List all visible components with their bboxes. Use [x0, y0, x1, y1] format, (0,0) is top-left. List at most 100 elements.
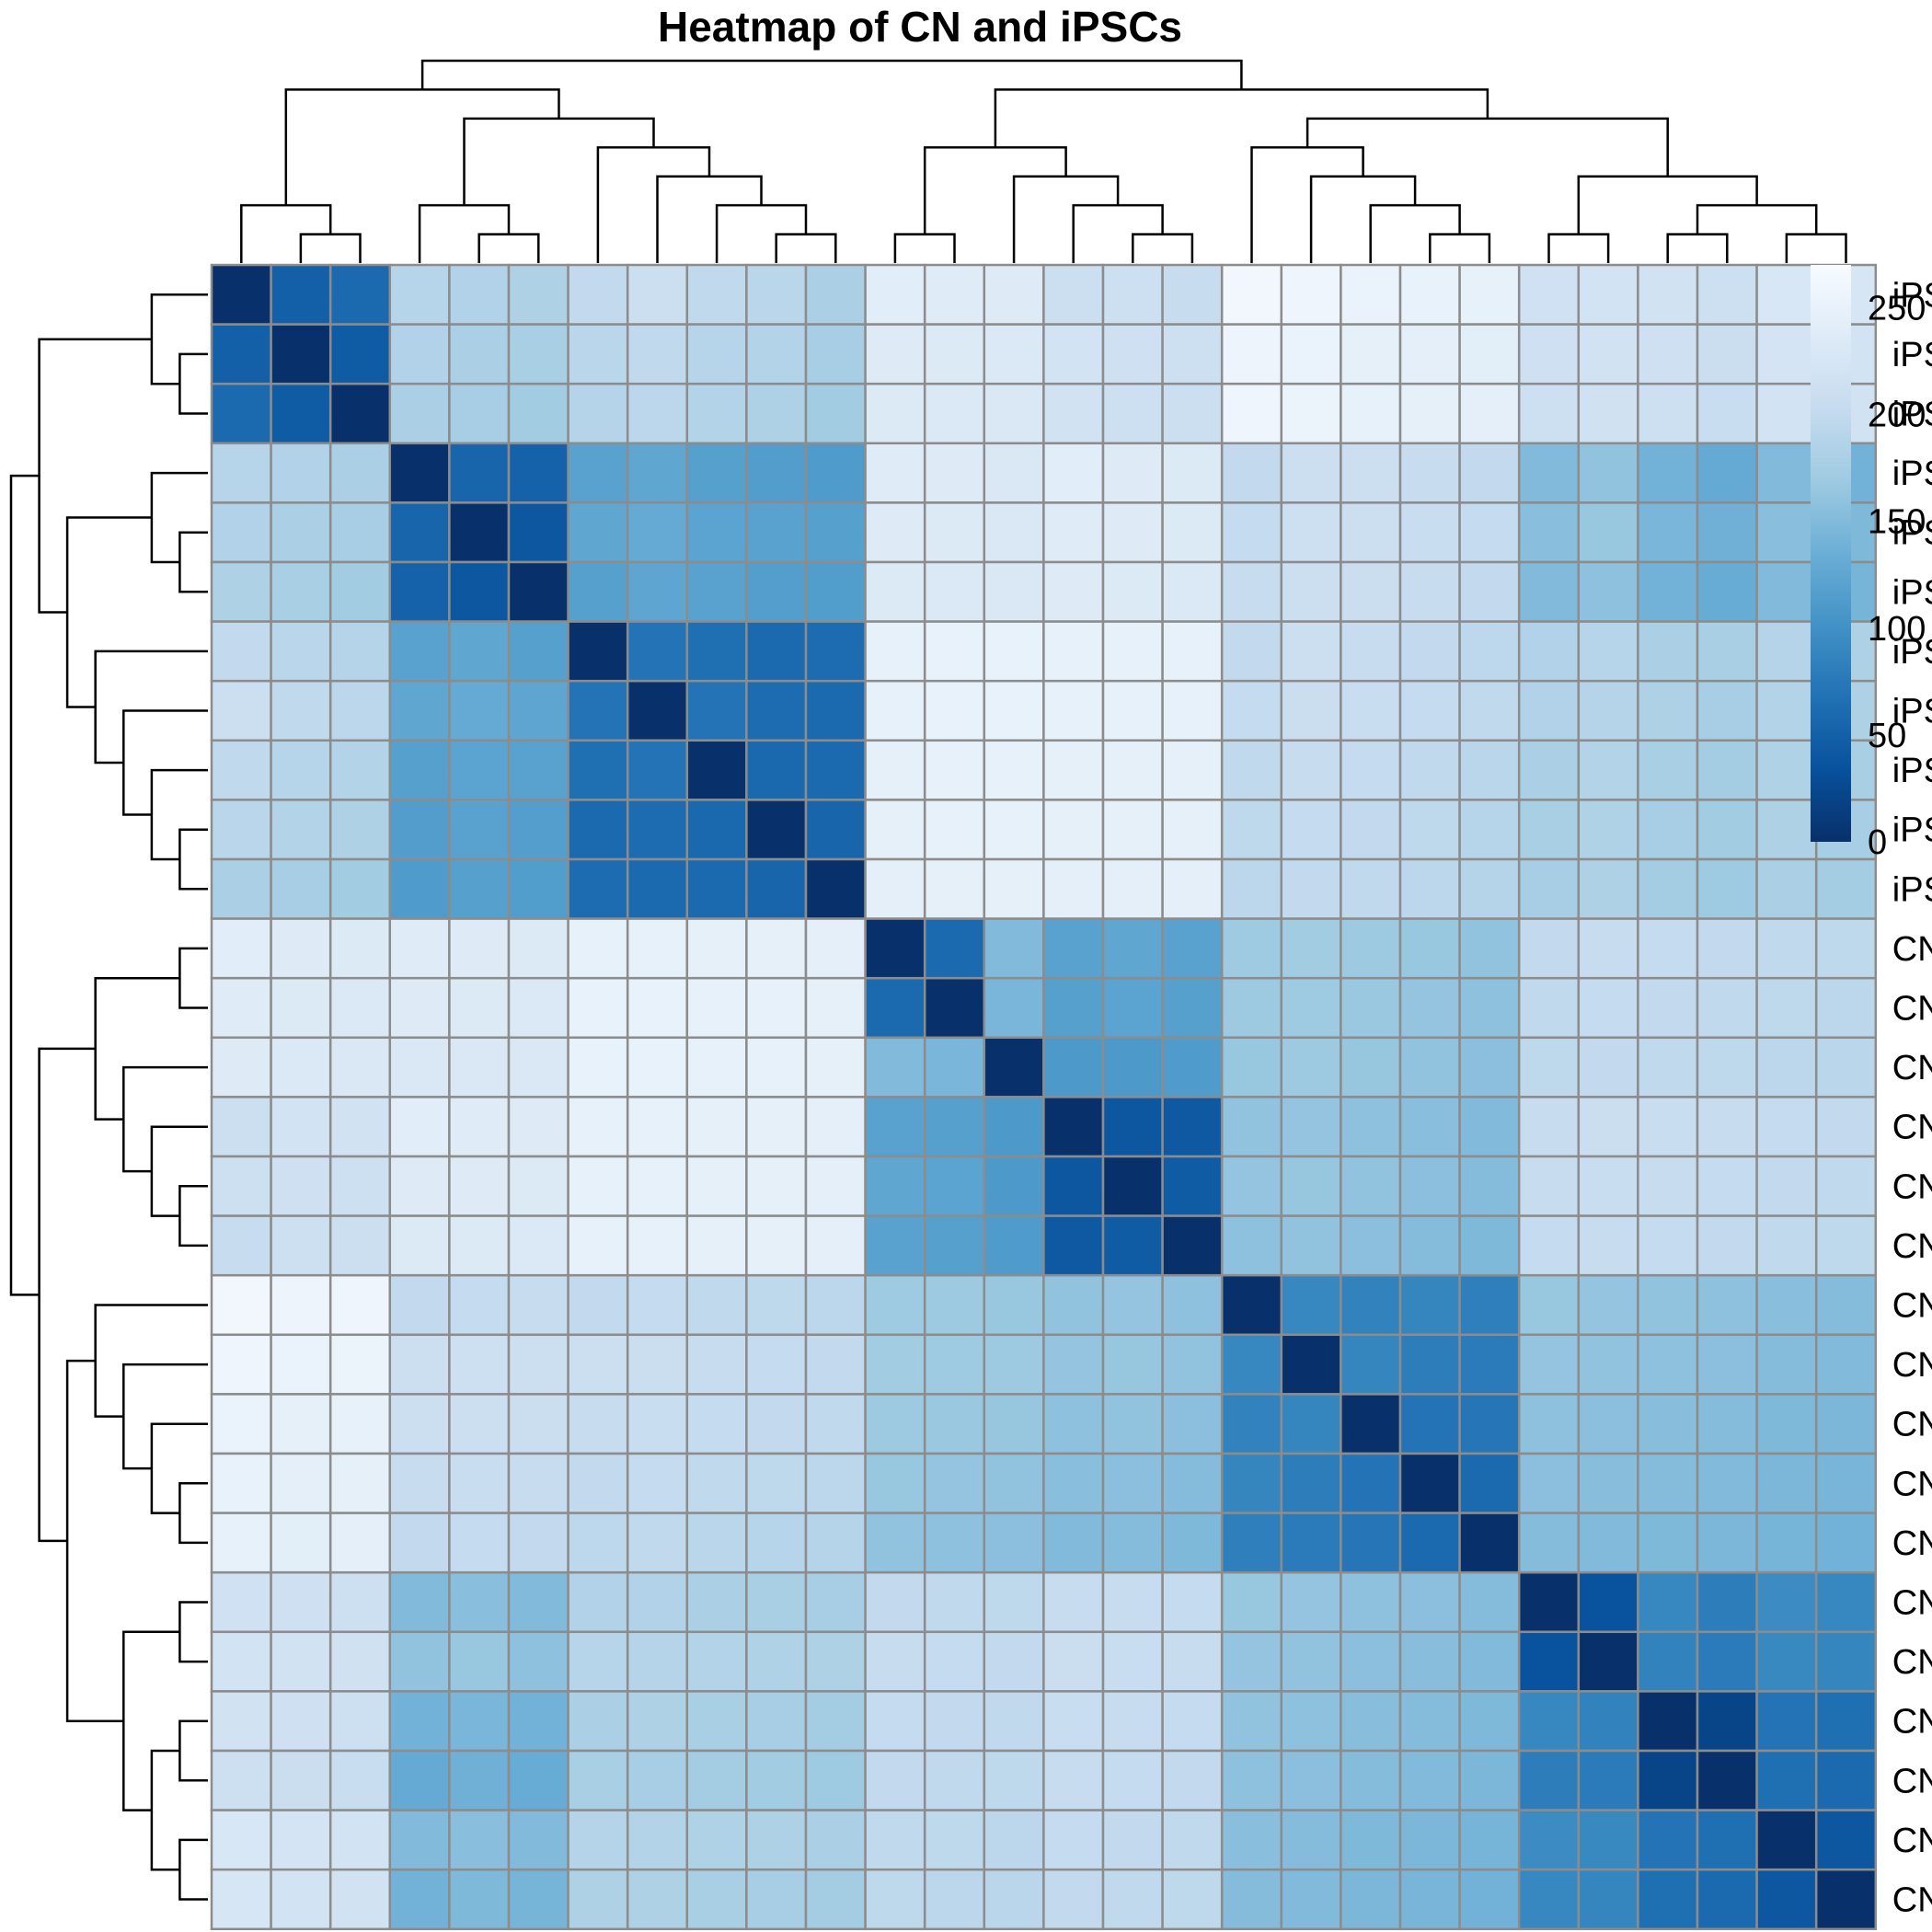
heatmap-cell: [804, 501, 867, 564]
heatmap-cell: [1101, 1690, 1164, 1753]
heatmap-cell: [1458, 263, 1521, 326]
heatmap-cell: [1340, 1393, 1402, 1455]
heatmap-cell: [1755, 263, 1818, 326]
heatmap-cell: [1577, 917, 1639, 980]
heatmap-cell: [626, 1333, 689, 1396]
heatmap-cell: [1517, 857, 1581, 920]
heatmap-cell: [328, 1452, 392, 1514]
heatmap-cell: [270, 1690, 332, 1753]
heatmap-cell: [983, 323, 1045, 385]
heatmap-cell: [567, 501, 629, 564]
heatmap-cell: [1577, 1690, 1639, 1753]
heatmap-cell: [1814, 1273, 1878, 1337]
heatmap-cell: [864, 1214, 926, 1277]
heatmap-cell: [1101, 976, 1164, 1040]
heatmap-cell: [1042, 1809, 1105, 1871]
heatmap-cell: [983, 739, 1045, 801]
heatmap-cell: [1220, 442, 1283, 504]
heatmap-cell: [1577, 976, 1639, 1040]
heatmap-cell: [328, 739, 392, 801]
heatmap-cell: [1577, 1809, 1639, 1871]
heatmap-cell: [1755, 1512, 1818, 1574]
heatmap-cell: [685, 1630, 748, 1693]
heatmap-cell: [1517, 501, 1581, 564]
heatmap-cell: [804, 739, 867, 801]
heatmap-cell: [210, 560, 272, 623]
heatmap-cell: [1220, 1570, 1283, 1634]
heatmap-cell: [864, 1452, 926, 1514]
row-label: iPSC: [1892, 870, 1932, 909]
heatmap-cell: [1577, 1273, 1639, 1337]
heatmap-cell: [1161, 1570, 1224, 1634]
heatmap-cell: [1101, 799, 1164, 861]
heatmap-cell: [1042, 1512, 1105, 1574]
heatmap-cell: [567, 1570, 629, 1634]
heatmap-cell: [1340, 1690, 1402, 1753]
heatmap-cell: [1577, 1096, 1639, 1158]
heatmap-cell: [745, 917, 808, 980]
heatmap-cell: [1696, 1096, 1758, 1158]
heatmap-cell: [1696, 1155, 1758, 1217]
heatmap-cell: [1220, 799, 1283, 861]
heatmap-cell: [1101, 679, 1164, 742]
heatmap-cell: [270, 976, 332, 1040]
heatmap-cell: [448, 1333, 511, 1396]
heatmap-cell: [804, 679, 867, 742]
heatmap-cell: [1220, 263, 1283, 326]
heatmap-cell: [1517, 1570, 1581, 1634]
heatmap-cell: [685, 1512, 748, 1574]
heatmap-cell: [1220, 323, 1283, 385]
heatmap-cell: [923, 1570, 986, 1634]
heatmap-cell: [745, 1749, 808, 1811]
heatmap-cell: [1696, 1273, 1758, 1337]
heatmap-cell: [448, 1749, 511, 1811]
heatmap-cell: [210, 1333, 272, 1396]
heatmap-cell: [685, 560, 748, 623]
heatmap-cell: [1577, 442, 1639, 504]
heatmap-cell: [1637, 1214, 1699, 1277]
heatmap-cell: [626, 323, 689, 385]
heatmap-cell: [923, 442, 986, 504]
heatmap-cell: [448, 1393, 511, 1455]
heatmap-cell: [1814, 1749, 1878, 1811]
heatmap-cell: [745, 1155, 808, 1217]
heatmap-cell: [328, 1512, 392, 1574]
heatmap-cell: [1577, 560, 1639, 623]
heatmap-cell: [388, 382, 451, 445]
heatmap-cell: [1101, 1868, 1164, 1931]
heatmap-cell: [923, 799, 986, 861]
heatmap-cell: [983, 1333, 1045, 1396]
heatmap-cell: [567, 1273, 629, 1337]
heatmap-cell: [864, 1273, 926, 1337]
heatmap-cell: [388, 857, 451, 920]
heatmap-cell: [448, 501, 511, 564]
heatmap-cell: [1398, 976, 1461, 1040]
heatmap-cell: [1280, 560, 1342, 623]
heatmap-cell: [270, 1570, 332, 1634]
heatmap-cell: [983, 1630, 1045, 1693]
heatmap-cell: [1458, 1333, 1521, 1396]
heatmap-cell: [745, 560, 808, 623]
heatmap-cell: [1220, 560, 1283, 623]
heatmap-cell: [1042, 1452, 1105, 1514]
heatmap-cell: [448, 739, 511, 801]
heatmap-cell: [1280, 1096, 1342, 1158]
heatmap-cell: [626, 382, 689, 445]
heatmap-cell: [1398, 1096, 1461, 1158]
heatmap-cell: [1101, 1452, 1164, 1514]
heatmap-cell: [270, 1333, 332, 1396]
heatmap-cell: [1042, 1214, 1105, 1277]
heatmap-cell: [1398, 799, 1461, 861]
heatmap-cell: [1458, 799, 1521, 861]
heatmap-cell: [1458, 739, 1521, 801]
heatmap-cell: [1220, 501, 1283, 564]
heatmap-cell: [1755, 1393, 1818, 1455]
heatmap-cell: [1398, 1512, 1461, 1574]
heatmap-cell: [1517, 263, 1581, 326]
heatmap-cell: [983, 799, 1045, 861]
heatmap-cell: [1340, 1630, 1402, 1693]
heatmap-cell: [388, 1690, 451, 1753]
heatmap-cell: [1577, 857, 1639, 920]
heatmap-cell: [923, 620, 986, 683]
heatmap-cell: [1220, 679, 1283, 742]
